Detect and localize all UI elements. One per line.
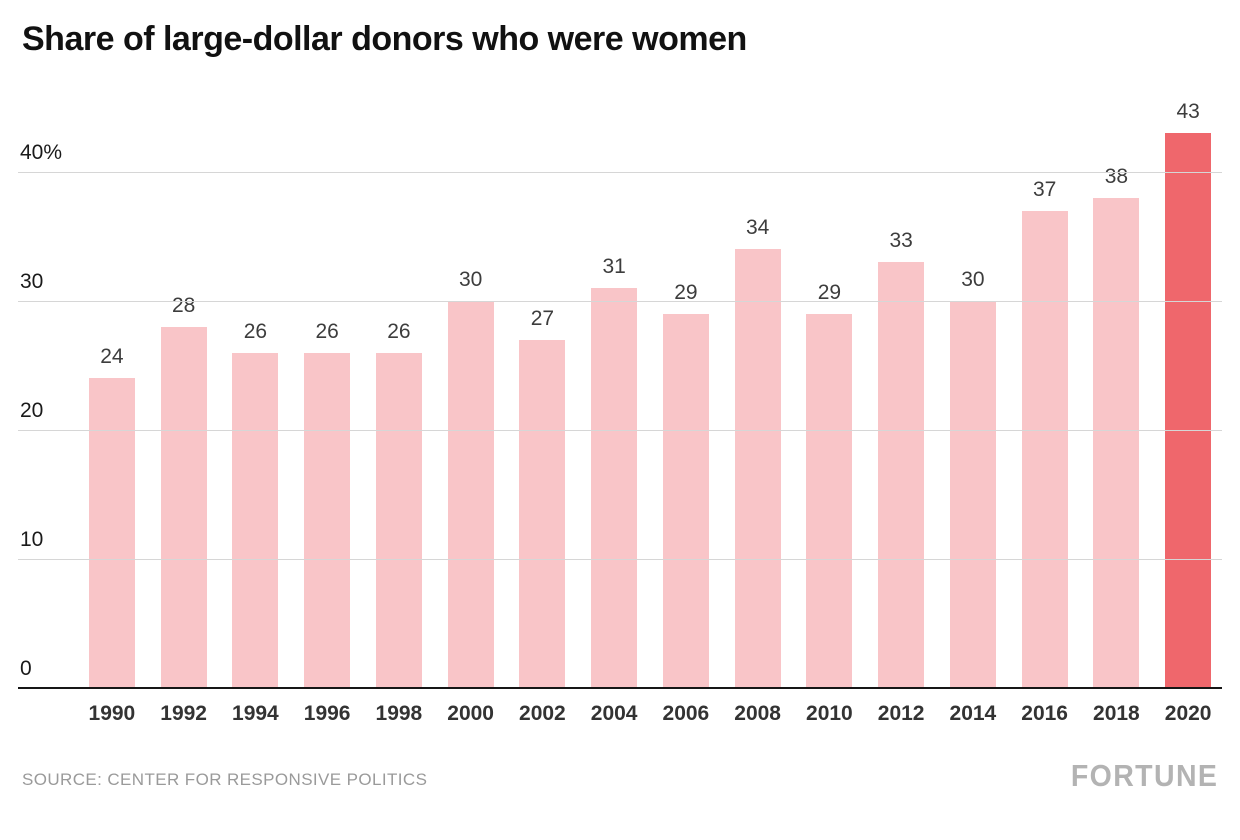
x-axis-label: 2012 bbox=[877, 702, 925, 725]
bar-column: 29 2010 bbox=[794, 88, 866, 725]
x-axis-label: 1998 bbox=[375, 702, 423, 725]
x-axis-label: 1994 bbox=[232, 702, 279, 725]
bar bbox=[734, 249, 781, 688]
y-tick-label-40: 40% bbox=[20, 141, 63, 164]
bar-value-label: 43 bbox=[1176, 100, 1200, 124]
bar bbox=[806, 313, 853, 688]
x-axis-label: 1992 bbox=[160, 702, 207, 725]
bar-column: 28 1992 bbox=[148, 88, 220, 725]
bar-column: 30 2000 bbox=[435, 88, 507, 725]
bar-value-label: 26 bbox=[315, 319, 339, 343]
bar bbox=[375, 352, 422, 688]
bar-column: 26 1998 bbox=[363, 88, 435, 725]
bars-container: 24 1990 28 1992 26 1994 26 1996 26 1998 30 2000 27 20… bbox=[76, 88, 1224, 725]
bar-column: 37 2016 bbox=[1009, 88, 1081, 725]
x-axis-line bbox=[18, 687, 1222, 689]
bar-column: 31 2004 bbox=[578, 88, 650, 725]
bar-value-label: 37 bbox=[1032, 177, 1057, 201]
y-tick-label-30: 30 bbox=[20, 270, 44, 293]
bar bbox=[447, 301, 494, 688]
bar bbox=[1021, 210, 1068, 688]
chart-title: Share of large-dollar donors who were wo… bbox=[22, 20, 747, 58]
bar-value-label: 31 bbox=[602, 255, 626, 279]
bar bbox=[1093, 197, 1140, 688]
bar-column: 27 2002 bbox=[507, 88, 579, 725]
bar-column: 26 1996 bbox=[291, 88, 363, 725]
bar-value-label: 30 bbox=[458, 268, 483, 291]
bar-value-label: 27 bbox=[530, 306, 555, 330]
bar-value-label: 33 bbox=[889, 229, 913, 253]
bar-value-label: 30 bbox=[961, 268, 985, 291]
bar bbox=[232, 352, 279, 688]
bar-value-label: 38 bbox=[1104, 164, 1129, 188]
gridline-30 bbox=[18, 301, 1222, 302]
bar bbox=[160, 326, 207, 688]
x-axis-label: 2002 bbox=[519, 702, 566, 725]
gridline-10 bbox=[18, 559, 1222, 560]
x-axis-label: 2018 bbox=[1093, 702, 1140, 725]
bar bbox=[304, 352, 351, 688]
x-axis-label: 2000 bbox=[447, 702, 494, 725]
x-axis-label: 2006 bbox=[662, 702, 710, 725]
bar-column: 33 2012 bbox=[865, 88, 937, 725]
bar-value-label: 29 bbox=[674, 280, 698, 304]
x-axis-label: 2004 bbox=[590, 702, 638, 725]
bar bbox=[88, 378, 135, 688]
bar-column: 26 1994 bbox=[220, 88, 292, 725]
bar-value-label: 26 bbox=[243, 319, 268, 343]
bar-column: 30 2014 bbox=[937, 88, 1009, 725]
x-axis-label: 1996 bbox=[303, 702, 351, 725]
x-axis-label: 2008 bbox=[734, 702, 781, 725]
gridline-20 bbox=[18, 430, 1222, 431]
gridline-40 bbox=[18, 172, 1222, 173]
bar-column: 34 2008 bbox=[722, 88, 794, 725]
bar bbox=[1165, 133, 1212, 688]
bar-column: 43 2020 bbox=[1152, 88, 1224, 725]
x-axis-label: 1990 bbox=[88, 702, 136, 725]
bar bbox=[591, 288, 638, 688]
y-tick-label-10: 10 bbox=[20, 528, 44, 551]
bar bbox=[662, 313, 709, 688]
bar-value-label: 29 bbox=[817, 280, 842, 304]
bar bbox=[949, 301, 996, 688]
fortune-logo: FORTUNE bbox=[1070, 758, 1218, 793]
x-axis-label: 2010 bbox=[806, 702, 853, 725]
bar-column: 38 2018 bbox=[1081, 88, 1153, 725]
y-tick-label-0: 0 bbox=[20, 657, 32, 680]
bar bbox=[519, 339, 566, 688]
bar-column: 24 1990 bbox=[76, 88, 148, 725]
x-axis-label: 2014 bbox=[949, 702, 997, 725]
y-tick-label-20: 20 bbox=[20, 399, 44, 422]
bar-value-label: 34 bbox=[745, 216, 770, 240]
bar-column: 29 2006 bbox=[650, 88, 722, 725]
bar-value-label: 28 bbox=[171, 293, 196, 317]
bar bbox=[878, 262, 925, 688]
x-axis-label: 2016 bbox=[1021, 702, 1068, 725]
bar-value-label: 24 bbox=[100, 345, 124, 369]
source-attribution: SOURCE: CENTER FOR RESPONSIVE POLITICS bbox=[22, 770, 428, 789]
x-axis-label: 2020 bbox=[1164, 702, 1212, 725]
bar-value-label: 26 bbox=[387, 319, 411, 343]
